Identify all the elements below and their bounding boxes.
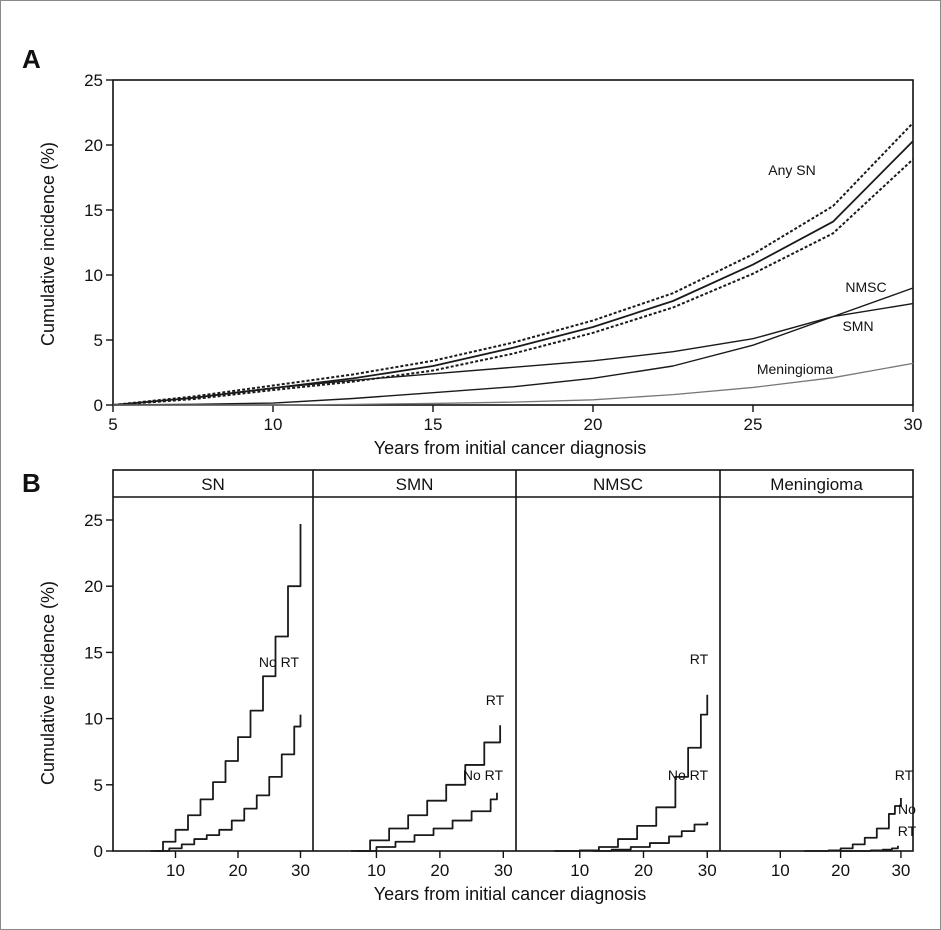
panel-a-x-tick-label: 10 — [264, 415, 283, 434]
panel-b-y-tick-label: 5 — [94, 776, 103, 795]
facet-annotation: No RT — [463, 767, 504, 783]
panel-a-x-tick-label: 30 — [904, 415, 923, 434]
panel-b-x-tick-label: 30 — [891, 861, 910, 880]
panel-a-plot-frame — [112, 79, 914, 406]
panel-b-x-tick-label: 20 — [430, 861, 449, 880]
panel-a-annotation: SMN — [842, 318, 873, 334]
panel-a-y-tick-label: 10 — [84, 266, 103, 285]
facet-title-sn: SN — [201, 475, 225, 494]
panel-b-x-tick-label: 20 — [634, 861, 653, 880]
series-line-nmsc — [112, 287, 914, 406]
facet-nmsc-curve-no-rt — [592, 821, 709, 852]
panel-b-y-tick-label: 15 — [84, 643, 103, 662]
panel-b-x-tick-label: 10 — [367, 861, 386, 880]
panel-a-x-tick-label: 25 — [744, 415, 763, 434]
facet-sn-curve-no-rt — [156, 714, 302, 852]
facet-annotation: No RT — [668, 767, 709, 783]
facet-title-nmsc: NMSC — [593, 475, 643, 494]
panel-a-x-tick-label: 15 — [424, 415, 443, 434]
facet-annotation: RT — [898, 823, 917, 839]
panel-b-y-tick-label: 20 — [84, 577, 103, 596]
facet-annotation: No — [898, 801, 916, 817]
facet-smn-curve-rt — [351, 725, 502, 852]
panel-a-y-tick-label: 20 — [84, 136, 103, 155]
facet-annotation: RT — [895, 767, 914, 783]
panel-b-y-tick-label: 10 — [84, 710, 103, 729]
panel-b-x-tick-label: 20 — [229, 861, 248, 880]
panel-a-y-tick-label: 0 — [94, 396, 103, 415]
panel-a-x-tick-label: 20 — [584, 415, 603, 434]
panel-b-y-tick-label: 25 — [84, 511, 103, 530]
panel-a-annotation: Meningioma — [757, 361, 833, 377]
panel-b-x-tick-label: 10 — [166, 861, 185, 880]
panel-b-y-axis-label: Cumulative incidence (%) — [38, 581, 58, 785]
facet-annotation: RT — [486, 692, 505, 708]
panel-b-x-tick-label: 10 — [771, 861, 790, 880]
panel-b-label: B — [22, 468, 41, 498]
facet-meningioma-curve-rt — [804, 798, 902, 852]
facet-meningioma-curve-no-rt — [840, 845, 899, 852]
panel-a-x-axis-label: Years from initial cancer diagnosis — [374, 438, 646, 458]
facet-title-meningioma: Meningioma — [770, 475, 863, 494]
series-line-smn — [112, 302, 914, 406]
panel-a-y-tick-label: 25 — [84, 71, 103, 90]
panel-a-label: A — [22, 44, 41, 74]
panel-b-x-tick-label: 20 — [831, 861, 850, 880]
facet-title-smn: SMN — [396, 475, 434, 494]
facet-annotation: No RT — [259, 654, 300, 670]
panel-b-y-tick-label: 0 — [94, 842, 103, 861]
panel-a-annotation: NMSC — [845, 279, 886, 295]
panel-b-plot-frame — [112, 469, 914, 852]
panel-a-y-tick-label: 5 — [94, 331, 103, 350]
panel-b-x-tick-label: 30 — [494, 861, 513, 880]
facet-smn-curve-no-rt — [357, 792, 498, 852]
panel-a-x-tick-label: 5 — [108, 415, 117, 434]
panel-a-y-axis-label: Cumulative incidence (%) — [38, 142, 58, 346]
panel-b-x-tick-label: 10 — [570, 861, 589, 880]
facet-sn-curve-rt — [150, 523, 302, 852]
panel-b-x-axis-label: Years from initial cancer diagnosis — [374, 884, 646, 904]
facet-annotation: RT — [690, 651, 709, 667]
panel-a-y-tick-label: 15 — [84, 201, 103, 220]
series-line-meningioma — [113, 362, 914, 406]
series-line-confidence-band — [112, 158, 914, 406]
panel-b-x-tick-label: 30 — [698, 861, 717, 880]
panel-b-x-tick-label: 30 — [291, 861, 310, 880]
series-line-confidence-band — [112, 122, 914, 406]
panel-a-annotation: Any SN — [768, 162, 815, 178]
